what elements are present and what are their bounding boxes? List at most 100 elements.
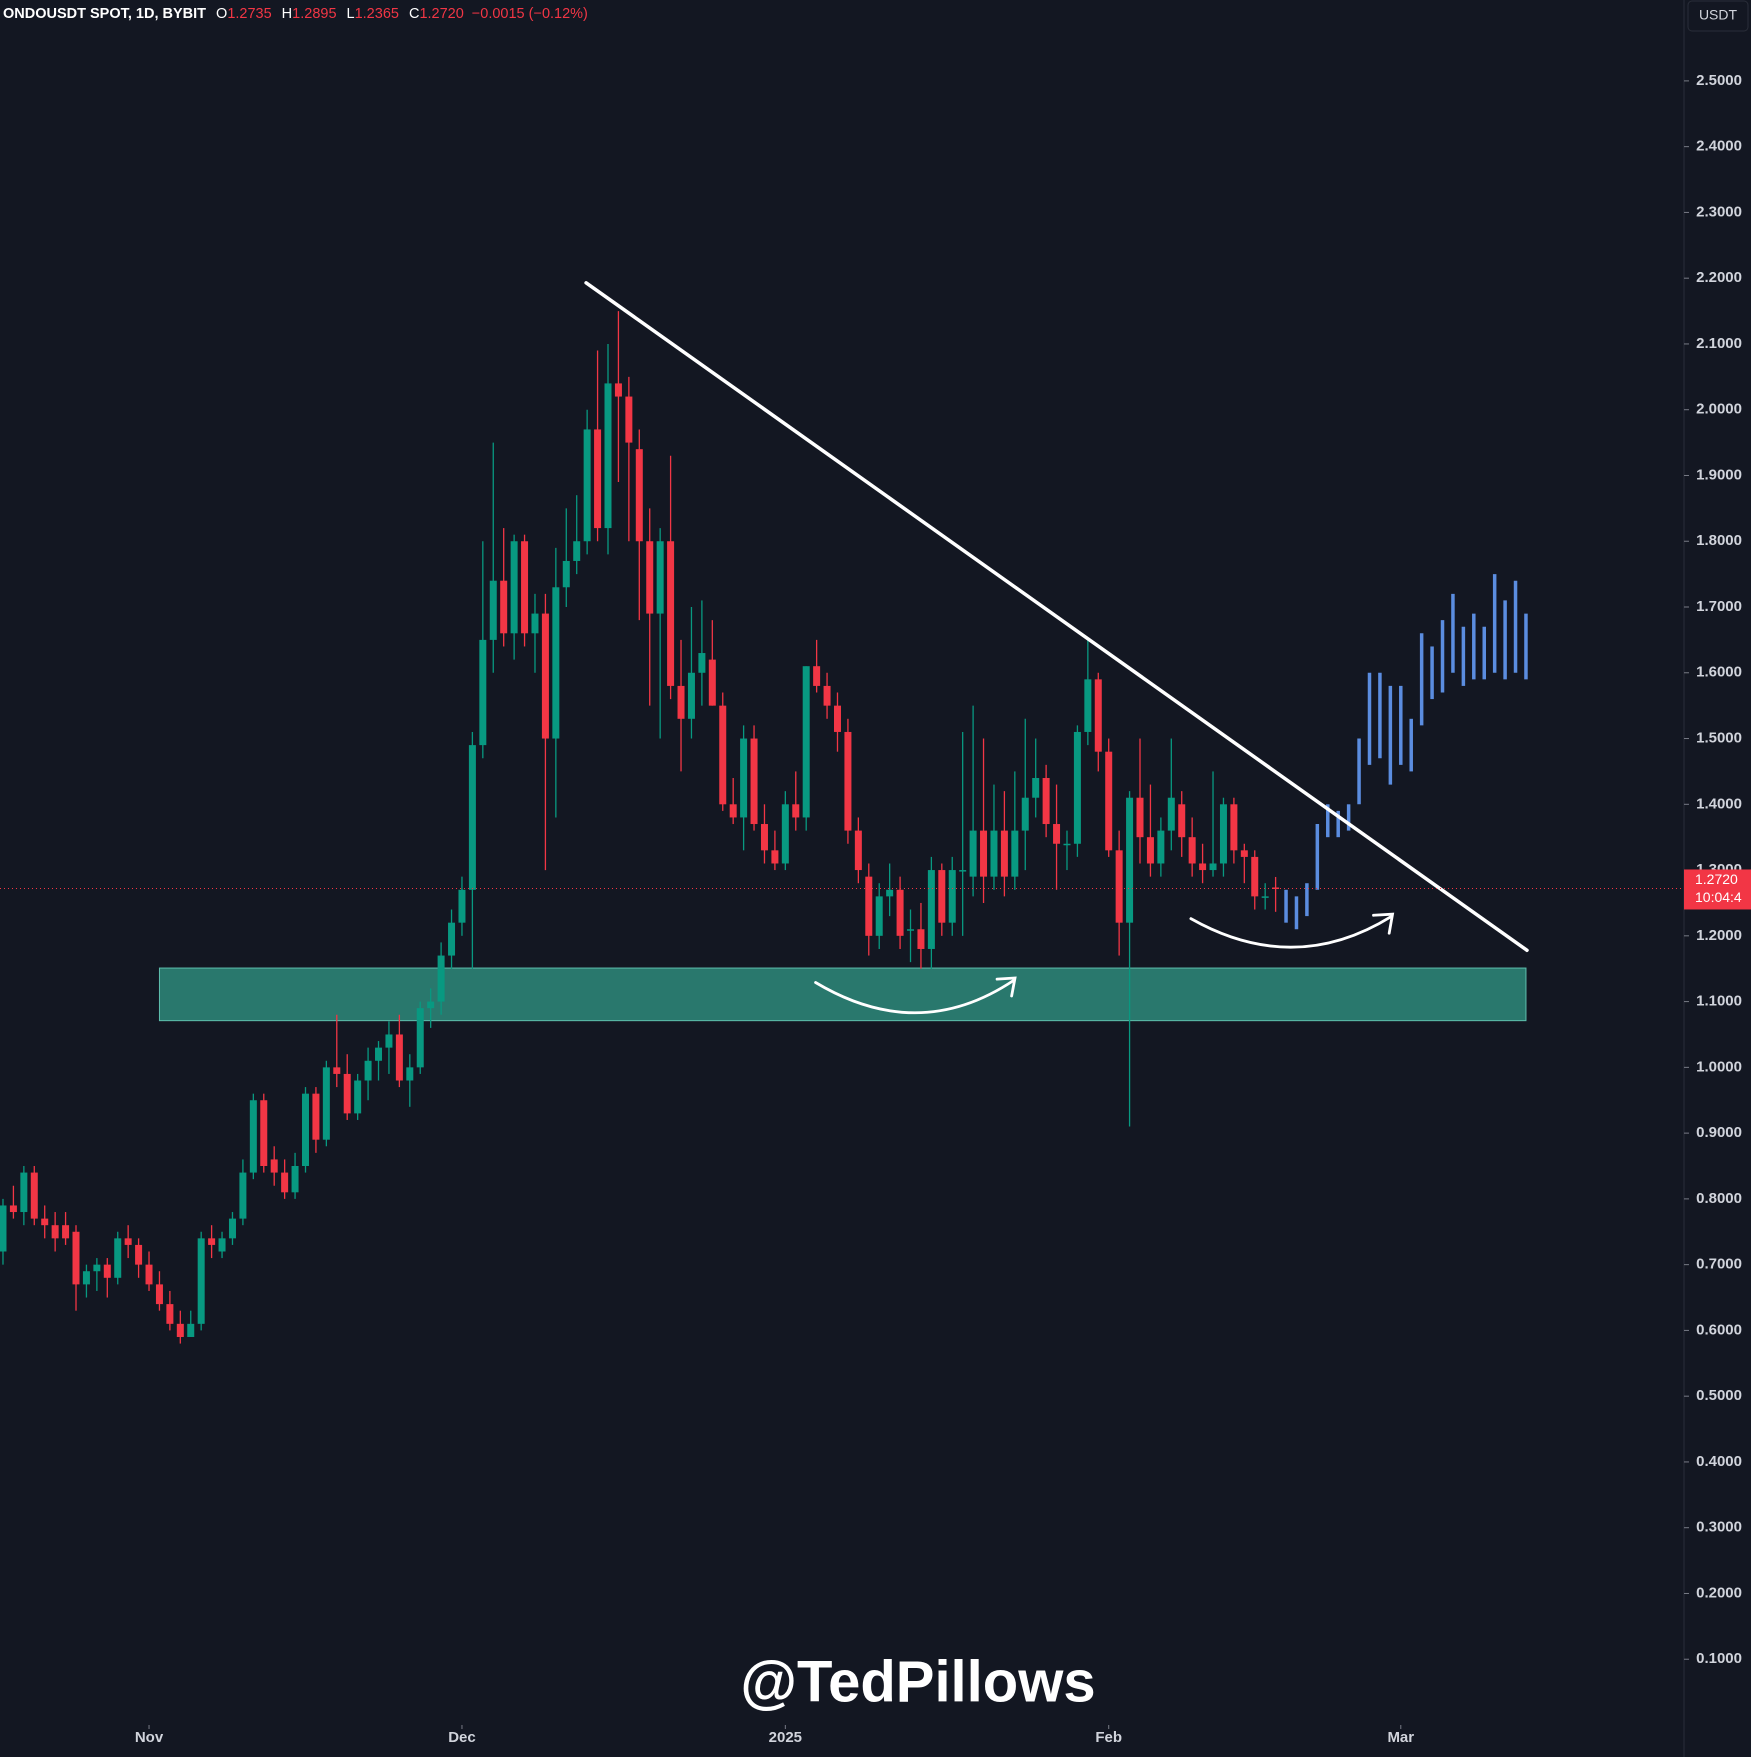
candle-body [1126,797,1134,923]
candle-body [343,1073,351,1114]
candle-body [667,541,675,686]
candle-body [228,1218,236,1239]
ohlc-key: H [282,6,292,22]
candle-body [833,705,841,732]
y-tick-label: 2.4000 [1696,138,1742,155]
candle-body [844,731,852,831]
y-tick-label: 0.2000 [1696,1584,1742,1601]
candle-body [1021,797,1029,831]
y-tick-label: 2.1000 [1696,335,1742,352]
candle-body [531,613,539,634]
ohlc-value: 1.2365 [355,6,399,22]
candle-body [1042,777,1050,825]
candle-body [698,653,706,673]
y-tick-label: 0.5000 [1696,1387,1742,1404]
price-label: 1.2720 [1695,871,1738,887]
y-tick-label: 1.8000 [1696,532,1742,549]
candle-body [927,870,935,949]
candle-body [552,587,560,739]
candle-body [1084,679,1092,732]
price-label-box [1684,869,1751,910]
x-tick-label: Mar [1387,1729,1414,1746]
candle-body [1178,804,1186,838]
candle-body [260,1100,268,1167]
candle-body [1094,679,1102,752]
candle-body [218,1238,226,1252]
symbol: ONDOUSDT SPOT, 1D, BYBIT [3,6,206,22]
candle-body [687,672,695,719]
candle-body [604,383,612,529]
candle-body [385,1034,393,1048]
candle-body [1219,804,1227,864]
candle-body [187,1323,195,1337]
candle-body [1032,777,1040,798]
candle-body [1261,896,1269,898]
curved-arrow [814,978,1016,1015]
candle-body [249,1100,257,1173]
support-zone [158,967,1527,1022]
candle-body [124,1238,132,1245]
y-tick-label: 1.7000 [1696,598,1742,615]
y-tick-label: 2.2000 [1696,269,1742,286]
candle-body [448,922,456,956]
x-tick-label: Nov [135,1729,164,1746]
candle-body [114,1238,122,1278]
x-tick-label: 2025 [769,1729,802,1746]
candle-body [917,929,925,949]
ohlc-value: 1.2720 [419,6,463,22]
candle-body [583,429,591,542]
candle-body [969,830,977,877]
candle-body [208,1238,216,1245]
candle-body [708,659,716,706]
candle-body [1272,887,1280,889]
y-tick-label: 0.6000 [1696,1321,1742,1338]
candle-body [677,685,685,719]
candle-body [896,889,904,936]
candle-body [802,666,810,818]
candle-body [990,830,998,877]
trendline [584,281,1529,953]
ohlc-key: C [409,6,419,22]
candle-body [813,666,821,686]
candle-body [82,1271,90,1285]
candle-body [1157,830,1165,864]
candle-body [823,685,831,706]
candle-body [1230,804,1238,851]
ohlc-value: 1.2735 [227,6,271,22]
candle-body [500,580,508,634]
candle-body [30,1172,38,1219]
candle-body [614,383,622,397]
candle-body [1063,843,1071,846]
candle-body [270,1159,278,1173]
candle-body [458,889,466,923]
candle-body [1146,837,1154,864]
candle-body [333,1067,341,1074]
candle-body [0,1205,7,1252]
candle-body [406,1067,414,1081]
y-tick-label: 2.0000 [1696,401,1742,418]
candle-body [854,830,862,871]
candle-body [719,705,727,805]
candle-body [20,1172,28,1213]
candle-body [145,1264,153,1285]
candle-body [51,1225,59,1239]
candle-body [364,1060,372,1081]
candle-body [1199,863,1207,871]
candle-body [93,1264,101,1272]
candle-body [1073,731,1081,844]
candle-body [166,1304,174,1324]
y-tick-label: 1.5000 [1696,730,1742,747]
candle-body [562,560,570,588]
candle-body [301,1093,309,1167]
candle-body [427,1001,435,1009]
ohlc-key: O [216,6,227,22]
candle-body [1136,797,1144,838]
candle-body [135,1244,143,1265]
candle-body [656,541,664,614]
candle-body [938,870,946,923]
countdown-label: 10:04:4 [1695,889,1742,905]
ohlc-value: 1.2895 [292,6,336,22]
candle-body [1053,824,1061,844]
